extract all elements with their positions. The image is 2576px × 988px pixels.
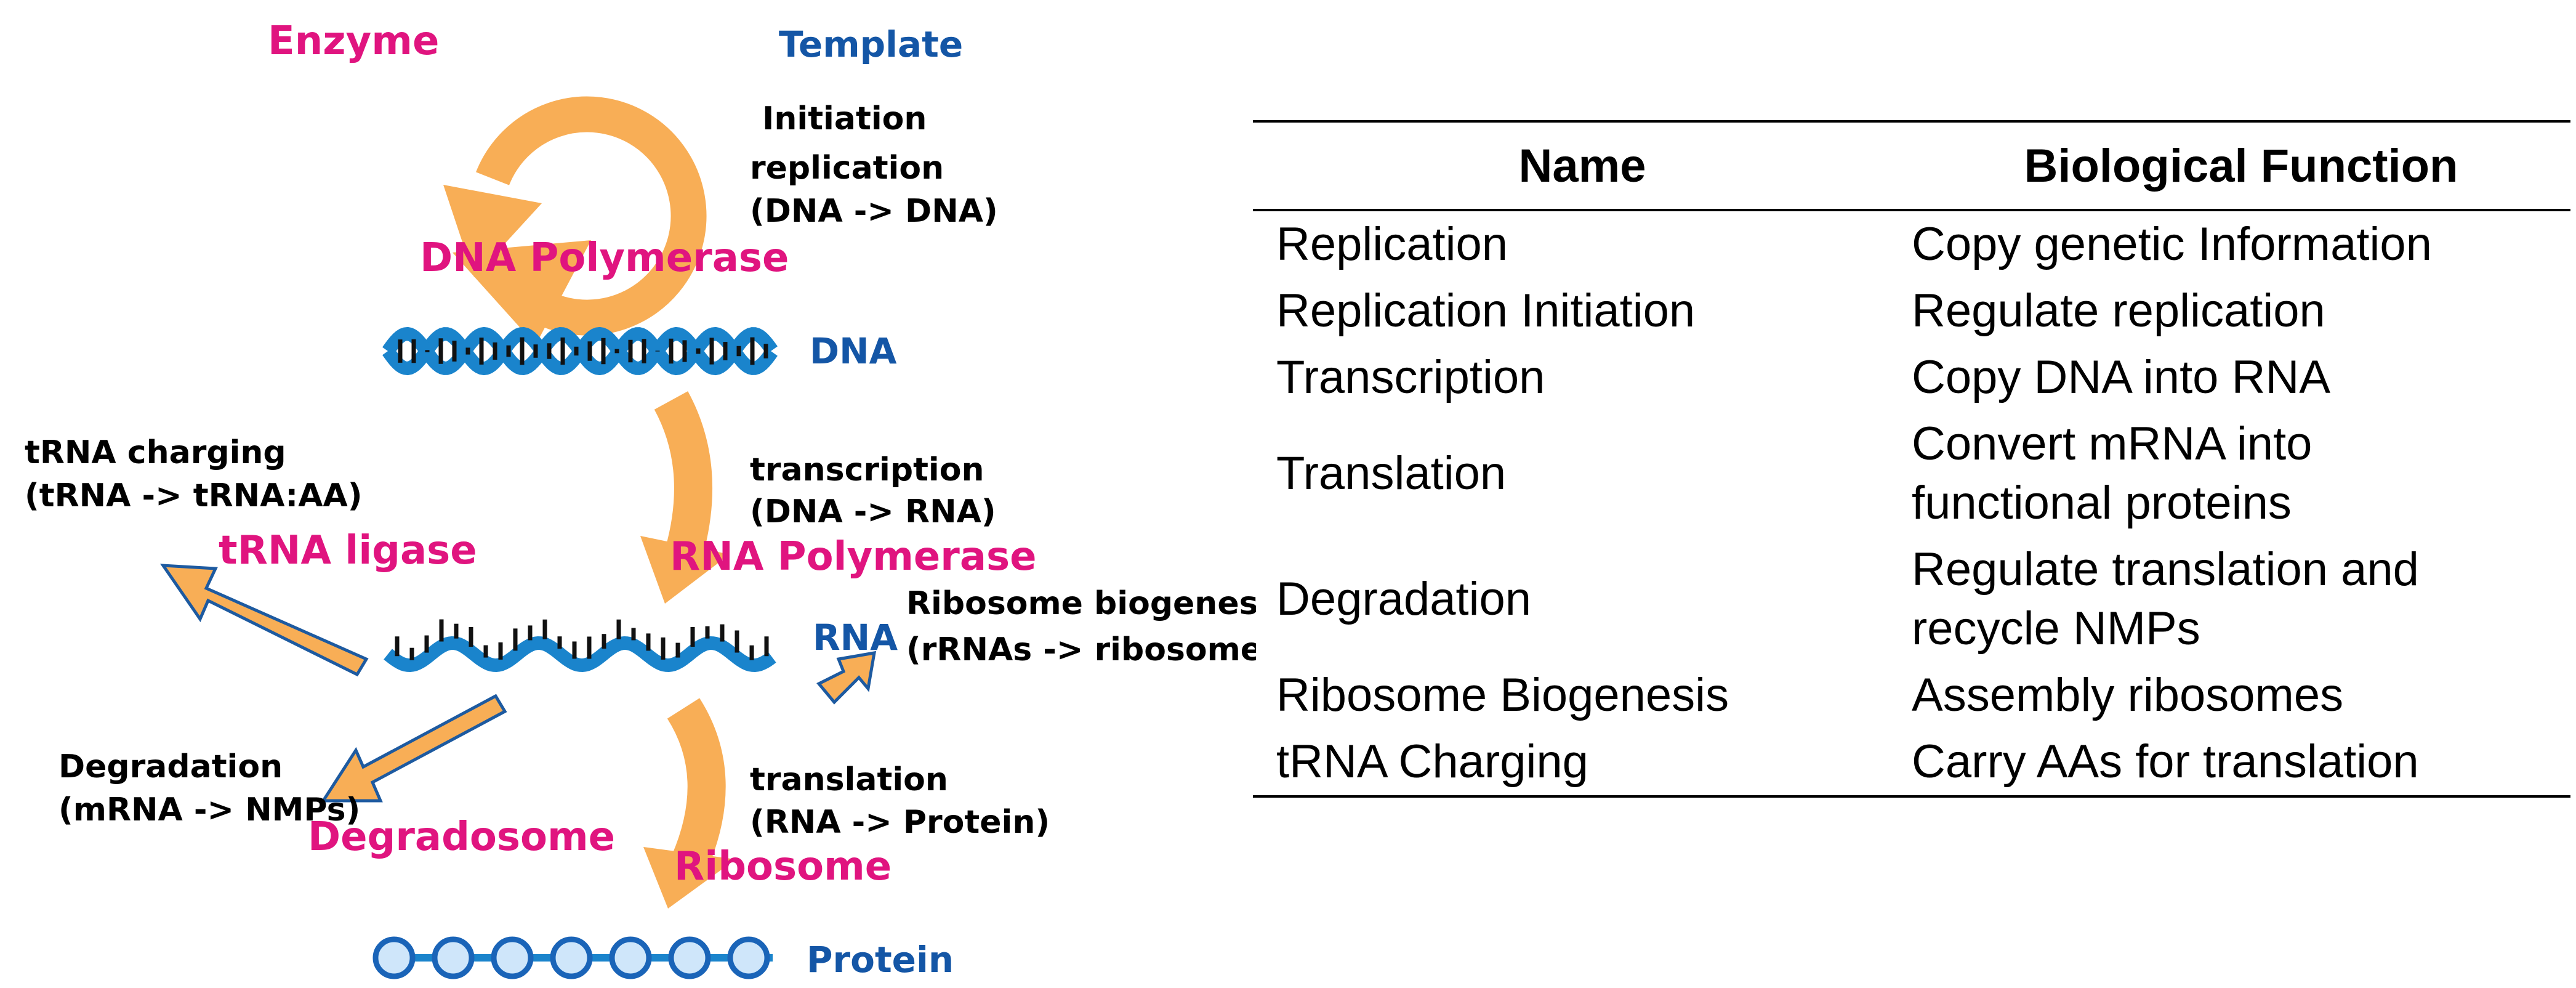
function-line: Copy DNA into RNA [1912,351,2331,403]
column-header-name: Name [1253,120,1912,211]
table-row: tRNA Charging Carry AAs for translation [1253,729,2570,798]
dna-label: DNA [810,330,897,372]
table-row: Translation Convert mRNA into functional p… [1253,411,2570,537]
amino-acid-bead [727,936,770,979]
table-header-row: Name Biological Function [1253,120,2570,211]
amino-acid-bead [372,936,416,979]
dna-polymerase-label: DNA Polymerase [420,235,789,281]
translation-label: translation [750,761,948,798]
ribosome-biogenesis-detail: (rRNAs -> ribosome) [906,631,1256,668]
function-line: Convert mRNA into [1912,418,2312,470]
initiation-label: Initiation [762,100,927,137]
protein-chain [372,936,773,979]
table-row: Ribosome Biogenesis Assembly ribosomes [1253,662,2570,729]
transcription-label: transcription [750,451,984,488]
row-function-cell: Convert mRNA into functional proteins [1912,411,2570,537]
table-row: Degradation Regulate translation and recyc… [1253,537,2570,662]
replication-loop-arrow [443,96,707,345]
rna-label: RNA [813,617,898,658]
degradation-detail: (mRNA -> NMPs) [58,792,360,828]
row-function-cell: Carry AAs for translation [1912,729,2570,798]
row-name-cell: Replication Initiation [1276,285,1696,337]
trna-ligase-label: tRNA ligase [219,528,477,573]
function-line: recycle NMPs [1912,602,2200,655]
row-name-cell: Degradation [1276,573,1532,625]
degradation-label: Degradation [58,748,283,785]
ribosome-label: Ribosome [674,844,892,889]
degradosome-label: Degradosome [308,814,615,860]
row-function-cell: Copy DNA into RNA [1912,344,2570,411]
function-table: Name Biological Function Replication Copy… [1253,120,2570,798]
degradation-arrow [320,694,507,803]
function-line: Regulate translation and [1912,543,2419,596]
row-function-cell: Assembly ribosomes [1912,662,2570,729]
table-row: Replication Copy genetic Information [1253,210,2570,278]
row-function-cell: Regulate replication [1912,278,2570,344]
table-row: Transcription Copy DNA into RNA [1253,344,2570,411]
trna-charging-label: tRNA charging [25,434,286,471]
amino-acid-bead [432,936,475,979]
row-name-cell: Replication [1276,218,1508,270]
template-header: Template [779,23,963,65]
protein-label: Protein [807,939,954,981]
amino-acid-bead [550,936,593,979]
translation-arrow [643,698,736,909]
rna-polymerase-label: RNA Polymerase [670,534,1037,580]
function-line: Copy genetic Information [1912,218,2432,270]
enzyme-header: Enzyme [268,18,439,64]
amino-acid-bead [668,936,711,979]
transcription-arrow [640,391,730,604]
row-name-cell: Translation [1276,447,1507,500]
ribosome-biogenesis-label: Ribosome biogenesis [906,585,1256,622]
row-name-cell: Transcription [1276,351,1545,403]
replication-detail: (DNA -> DNA) [750,193,998,230]
row-name-cell: Ribosome Biogenesis [1276,669,1729,721]
trna-charging-detail: (tRNA -> tRNA:AA) [25,477,362,514]
amino-acid-bead [491,936,534,979]
replication-label: replication [750,150,944,187]
dna-helix [382,326,778,376]
column-header-function: Biological Function [1912,120,2570,211]
rna-strand [384,619,776,673]
row-function-cell: Copy genetic Information [1912,210,2570,278]
row-name-cell: tRNA Charging [1253,729,1912,798]
function-line: functional proteins [1912,477,2292,529]
central-dogma-diagram: Enzyme Template DNA RNA Protein DNA Poly… [25,18,1256,981]
function-line: Assembly ribosomes [1912,669,2344,721]
translation-detail: (RNA -> Protein) [750,804,1050,841]
trna-charging-arrow [160,564,369,677]
table-row: Replication Initiation Regulate replicati… [1253,278,2570,344]
transcription-detail: (DNA -> RNA) [750,493,996,530]
amino-acid-bead [609,936,652,979]
row-function-cell: Regulate translation and recycle NMPs [1912,537,2570,662]
ribosome-biogenesis-arrow [816,650,877,705]
function-line: Regulate replication [1912,285,2325,337]
function-line: Carry AAs for translation [1912,735,2419,788]
